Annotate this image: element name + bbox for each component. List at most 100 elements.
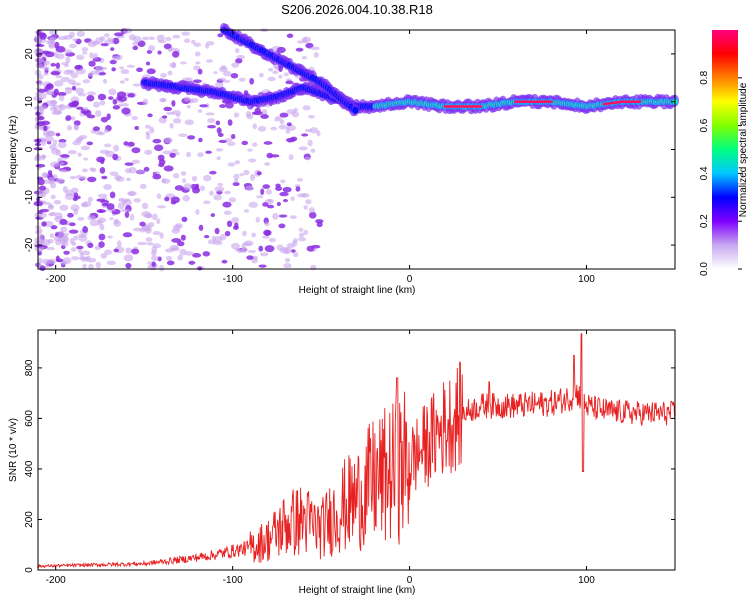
noise-blob — [220, 65, 227, 70]
noise-blob — [100, 43, 109, 47]
noise-blob — [102, 78, 108, 84]
noise-blob — [139, 183, 147, 190]
noise-blob — [254, 107, 261, 114]
noise-blob — [297, 178, 304, 182]
noise-blob — [156, 34, 166, 42]
noise-blob — [37, 88, 47, 93]
noise-blob — [159, 232, 164, 239]
noise-blob — [80, 202, 88, 208]
noise-blob — [106, 113, 111, 120]
noise-blob — [160, 73, 167, 78]
noise-blob — [41, 171, 49, 178]
noise-blob — [163, 106, 173, 112]
noise-blob — [198, 137, 203, 143]
noise-blob — [81, 250, 91, 256]
x-tick-label: 100 — [578, 575, 595, 586]
x-tick-label: -200 — [46, 274, 66, 285]
noise-blob — [230, 134, 236, 140]
noise-blob — [267, 76, 276, 82]
noise-blob — [215, 148, 224, 152]
noise-blob — [187, 135, 196, 140]
noise-blob — [243, 240, 254, 247]
noise-blob — [197, 109, 203, 113]
noise-blob — [136, 67, 144, 73]
noise-blob — [109, 59, 117, 65]
noise-blob — [57, 230, 65, 238]
noise-blob — [71, 241, 77, 246]
noise-blob — [86, 91, 96, 96]
noise-blob — [256, 195, 264, 199]
noise-blob — [73, 192, 79, 198]
noise-blob — [264, 221, 270, 227]
noise-blob — [257, 125, 267, 132]
colorbar-ticks: 0.0 0.2 0.4 0.6 0.8 — [699, 70, 742, 276]
noise-blob — [68, 31, 75, 38]
noise-blob — [93, 52, 98, 60]
noise-blob — [72, 38, 78, 42]
noise-blob — [97, 93, 107, 101]
noise-blob — [111, 67, 116, 72]
noise-blob — [39, 265, 46, 272]
noise-blob — [59, 204, 69, 211]
noise-blob — [120, 69, 130, 75]
noise-blob — [172, 50, 180, 58]
noise-blob — [283, 247, 292, 255]
noise-blob — [87, 40, 97, 48]
noise-blob — [76, 136, 85, 141]
noise-blob — [241, 246, 248, 253]
noise-blob — [71, 85, 77, 91]
noise-blob — [53, 199, 62, 205]
noise-blob — [151, 261, 156, 267]
noise-blob — [112, 153, 119, 161]
noise-blob — [60, 62, 69, 66]
noise-blob — [295, 47, 304, 52]
noise-blob — [227, 141, 236, 146]
noise-blob — [129, 214, 135, 221]
noise-blob — [199, 185, 205, 191]
noise-blob — [137, 241, 148, 246]
noise-blob — [206, 59, 213, 63]
noise-blob — [151, 250, 157, 257]
noise-blob — [278, 214, 288, 218]
noise-blob — [108, 88, 117, 96]
snr-background — [38, 330, 675, 570]
noise-blob — [119, 66, 125, 70]
noise-blob — [249, 77, 255, 85]
noise-blob — [228, 197, 236, 203]
noise-blob — [265, 189, 273, 195]
noise-blob — [59, 218, 68, 225]
noise-blob — [43, 72, 49, 76]
noise-blob — [166, 260, 175, 266]
noise-blob — [267, 198, 274, 205]
noise-blob — [169, 244, 179, 251]
noise-blob — [152, 231, 161, 236]
noise-blob — [292, 251, 299, 258]
noise-blob — [217, 132, 224, 137]
noise-blob — [139, 221, 146, 227]
noise-blob — [167, 47, 178, 51]
noise-blob — [169, 62, 177, 68]
noise-blob — [268, 237, 276, 243]
noise-blob — [65, 115, 72, 121]
noise-blob — [227, 119, 233, 126]
noise-blob — [64, 87, 73, 91]
noise-blob — [86, 114, 96, 119]
noise-blob — [255, 216, 260, 223]
x-tick-label: -100 — [223, 575, 243, 586]
noise-blob — [290, 249, 296, 253]
noise-blob — [195, 208, 200, 215]
noise-blob — [43, 125, 48, 132]
noise-blob — [41, 139, 48, 143]
noise-blob — [285, 128, 291, 134]
noise-blob — [119, 80, 125, 84]
noise-blob — [49, 144, 57, 151]
noise-blob — [231, 217, 240, 224]
colorbar-tick-label: 0.8 — [699, 70, 710, 84]
noise-blob — [131, 159, 140, 164]
noise-blob — [290, 136, 298, 142]
noise-blob — [46, 90, 56, 96]
noise-blob — [170, 200, 177, 205]
noise-blob — [142, 224, 150, 232]
noise-blob — [183, 38, 191, 44]
noise-blob — [50, 225, 58, 230]
